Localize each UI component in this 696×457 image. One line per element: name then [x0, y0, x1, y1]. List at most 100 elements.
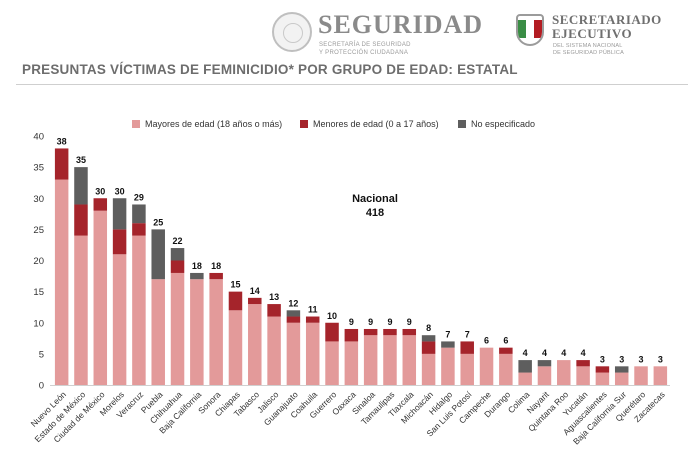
bar-total-label: 18	[192, 261, 202, 271]
bar-segment-mayores	[363, 335, 378, 385]
bar-total-label: 6	[503, 336, 508, 346]
bar-segment-mayores	[209, 279, 223, 385]
bar-total-label: 4	[542, 348, 547, 358]
bar-segment-menores	[228, 291, 243, 311]
bar-total-label: 6	[484, 336, 489, 346]
y-tick-label: 20	[33, 256, 44, 267]
bar-segment-menores	[421, 341, 436, 354]
bar-segment-no-especificado	[132, 204, 146, 224]
bar-total-label: 15	[230, 280, 240, 290]
seguridad-logo-subtitle-line1: SECRETARÍA DE SEGURIDAD	[319, 42, 411, 48]
bar-total-label: 9	[349, 317, 354, 327]
bar-total-label: 12	[288, 298, 298, 308]
bar-segment-mayores	[460, 353, 474, 385]
bar-total-label: 3	[619, 354, 624, 364]
seguridad-logo-subtitle: SECRETARÍA DE SEGURIDAD Y PROTECCIÓN CIU…	[319, 41, 411, 57]
bar-segment-mayores	[267, 316, 281, 385]
bar-total-label: 7	[445, 329, 450, 339]
y-tick-label: 30	[33, 194, 44, 205]
bar-segment-menores	[383, 328, 397, 336]
bar-segment-no-especificado	[518, 360, 532, 373]
legend-swatch-mayores	[132, 120, 140, 128]
bar-segment-mayores	[518, 372, 532, 385]
bar-total-label: 18	[211, 261, 221, 271]
bar-segment-menores	[325, 322, 339, 342]
page-title: PRESUNTAS VÍCTIMAS DE FEMINICIDIO* POR G…	[22, 62, 518, 77]
legend-swatch-no-especificado	[458, 120, 466, 128]
bar-segment-no-especificado	[190, 272, 204, 280]
bar-segment-mayores	[537, 366, 552, 385]
bar-total-label: 4	[581, 348, 586, 358]
national-total-label: Nacional	[352, 193, 398, 205]
seguridad-logo: SEGURIDAD SECRETARÍA DE SEGURIDAD Y PROT…	[268, 8, 500, 60]
bar-segment-mayores	[614, 372, 629, 385]
bar-segment-mayores	[576, 366, 590, 385]
bar-total-label: 4	[523, 348, 528, 358]
bar-segment-menores	[576, 360, 590, 367]
legend-label-menores: Menores de edad (0 a 17 años)	[313, 119, 439, 129]
bar-segment-menores	[363, 328, 378, 336]
bar-segment-mayores	[499, 353, 513, 385]
secretariado-logo: SECRETARIADO EJECUTIVO DEL SISTEMA NACIO…	[512, 10, 692, 60]
bar-segment-no-especificado	[112, 198, 127, 230]
bar-segment-mayores	[132, 235, 146, 385]
bar-segment-no-especificado	[286, 310, 301, 317]
legend-item-no-especificado: No especificado	[458, 119, 535, 129]
bar-segment-mayores	[286, 322, 301, 385]
seguridad-logo-subtitle-line2: Y PROTECCIÓN CIUDADANA	[319, 50, 409, 56]
bar-segment-no-especificado	[151, 229, 165, 280]
bar-segment-mayores	[93, 210, 108, 385]
seguridad-logo-title: SEGURIDAD	[318, 10, 484, 39]
bar-segment-menores	[170, 260, 185, 273]
y-tick-label: 0	[39, 381, 44, 392]
bar-segment-menores	[267, 304, 281, 317]
bar-total-label: 3	[639, 354, 644, 364]
bar-segment-menores	[305, 316, 320, 323]
bar-segment-no-especificado	[74, 167, 88, 205]
bar-segment-mayores	[74, 235, 88, 385]
national-total-annotation: Nacional 418	[330, 192, 420, 220]
legend-item-menores: Menores de edad (0 a 17 años)	[300, 119, 439, 129]
bar-segment-no-especificado	[421, 335, 436, 342]
bar-total-label: 35	[76, 155, 86, 165]
bar-segment-mayores	[402, 335, 417, 385]
legend-label-mayores: Mayores de edad (18 años o más)	[145, 119, 283, 129]
bar-total-label: 3	[658, 354, 663, 364]
bar-segment-mayores	[151, 279, 165, 385]
bar-segment-mayores	[248, 304, 262, 385]
bar-segment-mayores	[170, 272, 185, 385]
secretariado-logo-subtitle: DEL SISTEMA NACIONAL DE SEGURIDAD PÚBLIC…	[553, 43, 624, 57]
bar-segment-menores	[93, 198, 108, 211]
bar-total-label: 30	[95, 186, 105, 196]
bar-segment-mayores	[54, 179, 69, 385]
bar-segment-mayores	[653, 366, 668, 385]
secretariado-logo-subtitle-line1: DEL SISTEMA NACIONAL	[553, 43, 623, 49]
bar-total-label: 7	[465, 329, 470, 339]
coat-of-arms-icon	[272, 12, 312, 52]
bar-segment-no-especificado	[537, 360, 552, 367]
bar-segment-menores	[74, 204, 88, 236]
bar-segment-mayores	[634, 366, 648, 385]
bar-total-label: 25	[153, 217, 163, 227]
bar-segment-mayores	[112, 254, 127, 385]
bar-segment-menores	[460, 341, 474, 354]
national-total-value: 418	[365, 207, 385, 219]
y-tick-label: 15	[33, 287, 44, 298]
bar-segment-mayores	[595, 372, 610, 385]
bar-total-label: 11	[308, 305, 318, 315]
title-divider	[16, 84, 688, 85]
secretariado-logo-title-line2: EJECUTIVO	[552, 26, 633, 41]
secretariado-logo-title: SECRETARIADO EJECUTIVO	[552, 13, 662, 41]
bar-total-label: 8	[426, 323, 431, 333]
bar-segment-mayores	[441, 347, 455, 385]
bar-segment-mayores	[228, 310, 243, 385]
bar-segment-menores	[344, 328, 359, 342]
y-tick-label: 35	[33, 163, 44, 174]
bar-total-label: 4	[561, 348, 566, 358]
bar-segment-mayores	[557, 360, 571, 385]
bar-total-label: 9	[387, 317, 392, 327]
bar-segment-menores	[402, 328, 417, 336]
bar-segment-mayores	[305, 322, 320, 385]
